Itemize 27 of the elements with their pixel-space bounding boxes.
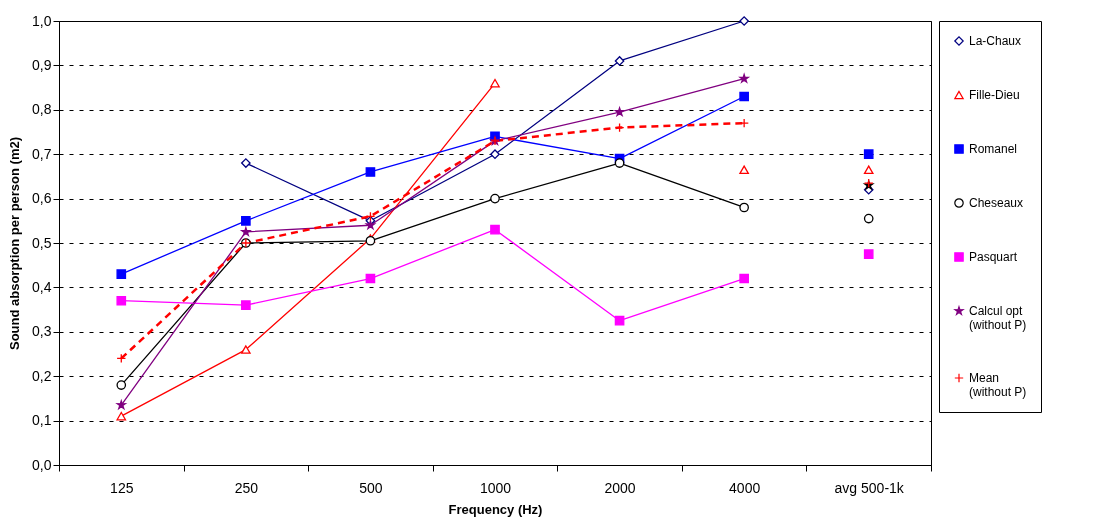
y-tick-label: 0,4 [32, 278, 52, 295]
legend-label: Mean (without P) [969, 371, 1027, 399]
y-tick-label: 0,5 [32, 234, 52, 251]
x-tick-label: 250 [234, 479, 259, 496]
y-tick-label: 0,7 [32, 145, 52, 162]
x-tick-label: 125 [110, 479, 134, 496]
y-tick-label: 0,8 [32, 101, 52, 118]
x-axis-title: Frequency (Hz) [448, 501, 543, 517]
legend-label: Fille-Dieu [969, 88, 1020, 102]
y-tick-label: 0,0 [32, 456, 52, 473]
y-tick-label: 0,3 [32, 323, 52, 340]
x-tick-label: 4000 [729, 479, 761, 496]
legend-label: Calcul opt (without P) [969, 304, 1027, 332]
x-tick-label: 2000 [604, 479, 636, 496]
legend-label: La-Chaux [969, 34, 1022, 48]
x-tick-label: 500 [359, 479, 383, 496]
legend-label: Pasquart [969, 250, 1018, 264]
x-tick-label: 1000 [479, 479, 512, 496]
legend-label: Cheseaux [969, 196, 1024, 210]
y-tick-label: 0,2 [32, 367, 52, 384]
legend-label: Romanel [969, 142, 1018, 156]
y-tick-label: 0,9 [32, 56, 52, 73]
y-tick-label: 0,1 [32, 412, 52, 429]
y-tick-label: 0,6 [32, 190, 52, 207]
x-tick-label: avg 500-1k [834, 479, 905, 496]
y-tick-label: 1,0 [32, 12, 52, 29]
y-axis-title: Sound absorption per person (m2) [7, 136, 23, 351]
